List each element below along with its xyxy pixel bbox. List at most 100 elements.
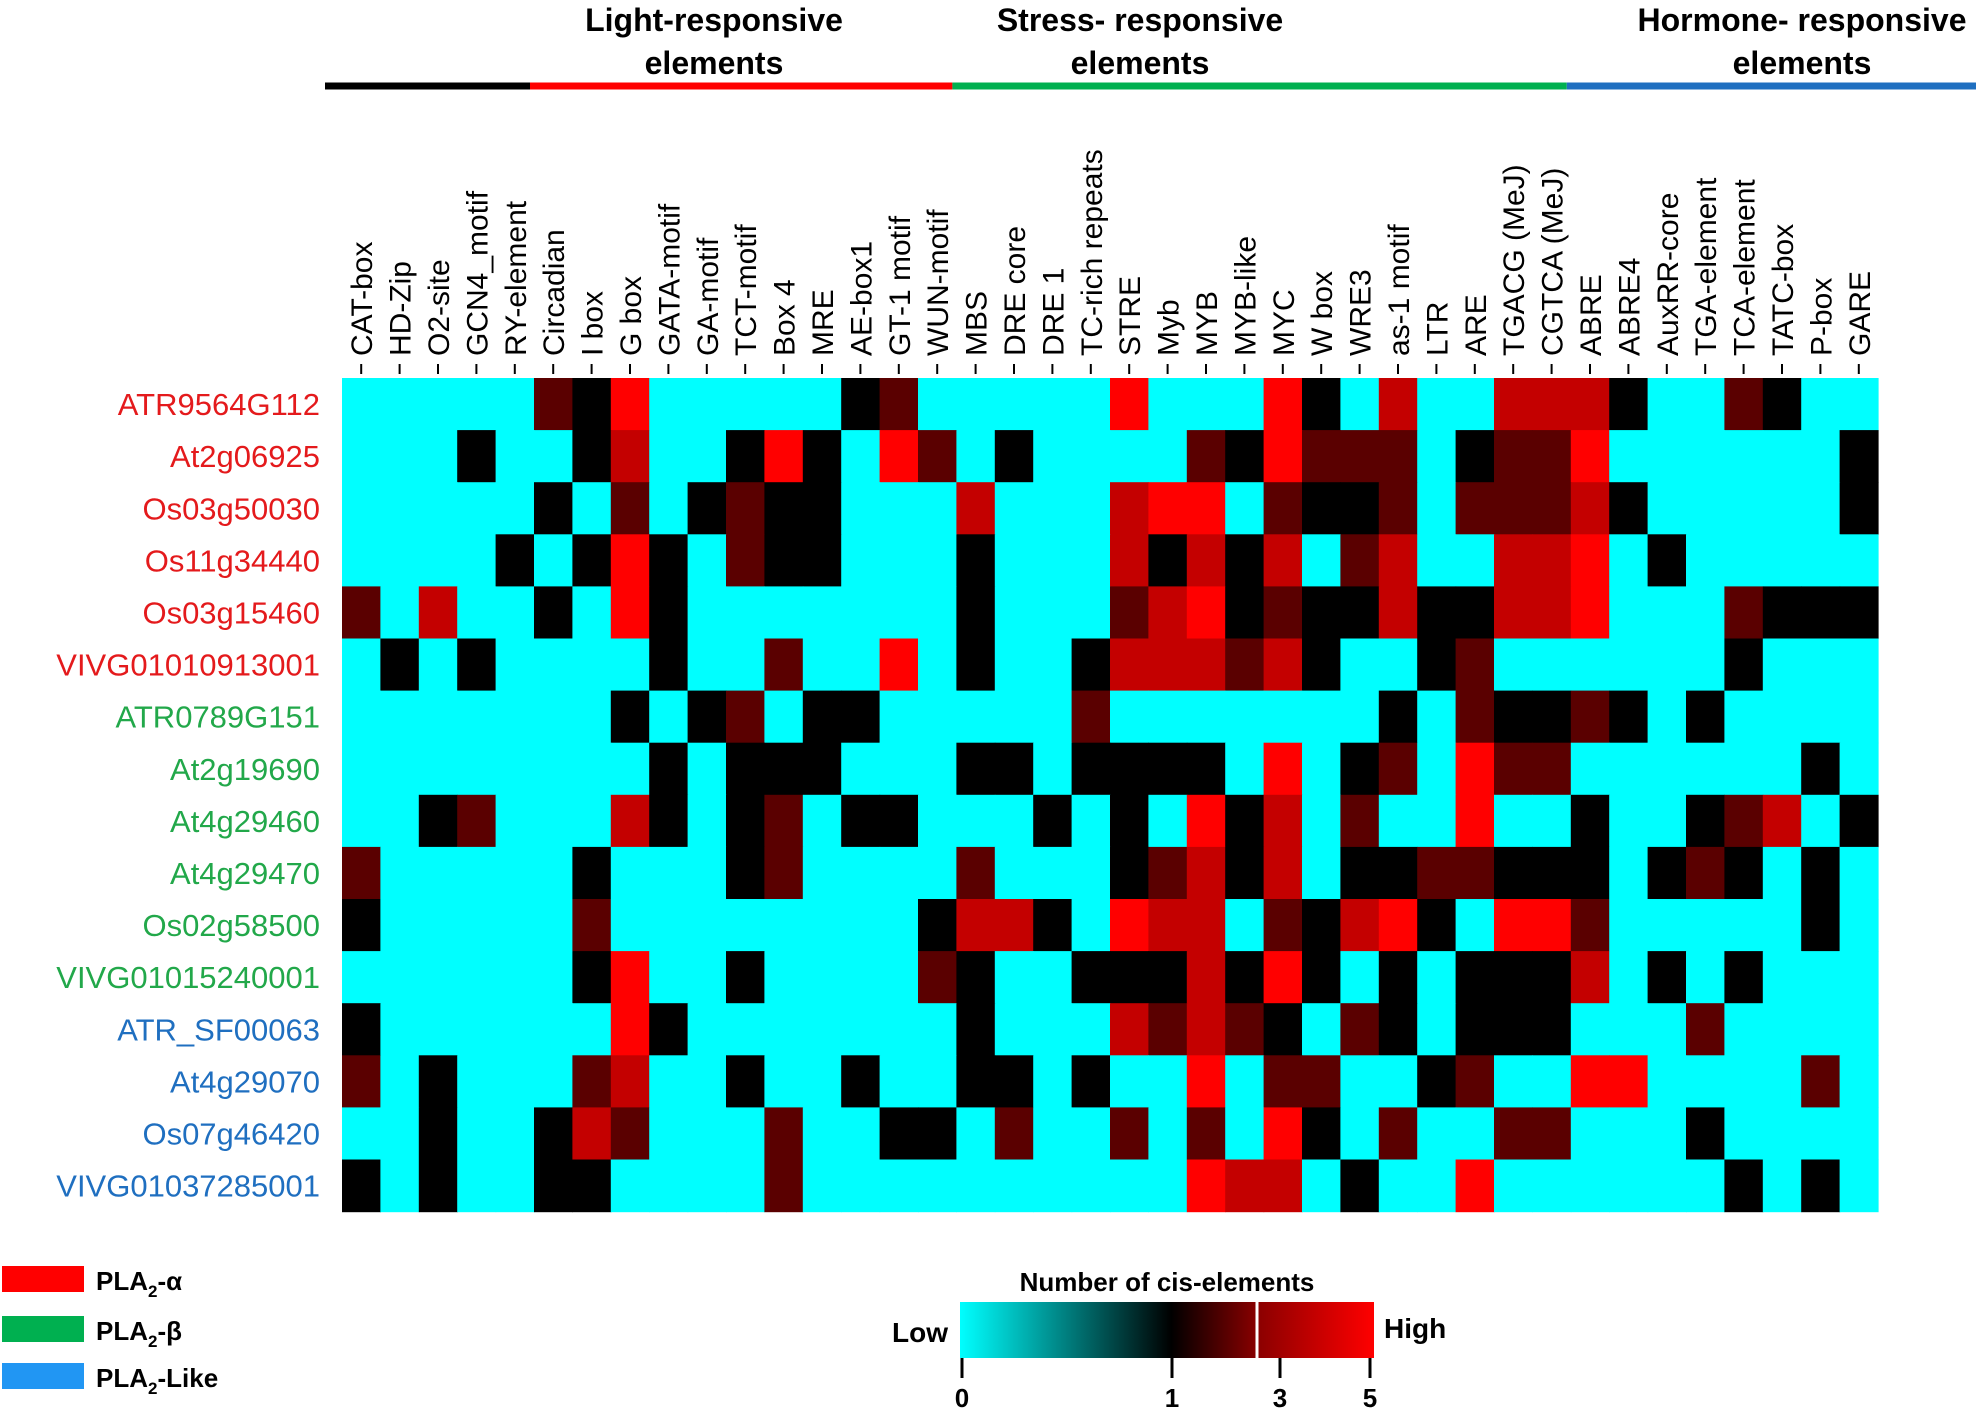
group-label-3-line-1: Stress- responsive — [997, 2, 1283, 38]
cell-os11g34440-wre3 — [1340, 534, 1380, 587]
cell-vivg01010913001-myb — [1186, 638, 1226, 692]
cell-at2g06925-myb-like — [1225, 430, 1265, 483]
cell-vivg01015240001-ae-box1 — [841, 951, 881, 1004]
cell-vivg01010913001-cat-box — [342, 638, 381, 692]
cell-at4g29470-auxrr-core — [1647, 846, 1687, 900]
cell-vivg01037285001-gata-motif — [649, 1159, 689, 1213]
cell-os03g50030-myc — [1263, 482, 1303, 535]
cell-os07g46420-wre3 — [1340, 1107, 1380, 1161]
colorbar-gradient-bar — [960, 1302, 1374, 1358]
cell-os11g34440-hd-zip — [380, 534, 420, 587]
group-label-3-line-2: elements — [1071, 45, 1210, 81]
cell-os02g58500-p-box — [1801, 899, 1841, 952]
cell-at2g06925-i-box — [572, 430, 612, 483]
cell-vivg01015240001-o2-site — [418, 951, 458, 1004]
cell-at2g19690-myc — [1263, 742, 1303, 796]
column-label-tc-rich-repeats: TC-rich repeats — [1076, 149, 1109, 356]
cell-os07g46420-hd-zip — [380, 1107, 420, 1161]
cell-at4g29470-tga-element — [1686, 846, 1725, 900]
cell-vivg01010913001-gt-1-motif — [879, 638, 919, 692]
cell-vivg01037285001-ga-motif — [687, 1159, 727, 1213]
cell-vivg01010913001-tc-rich-repeats — [1071, 638, 1111, 692]
cell-atr-sf00063-o2-site — [418, 1003, 458, 1056]
cell-at2g19690-tc-rich-repeats — [1071, 742, 1111, 796]
cell-os07g46420-tga-element — [1686, 1107, 1725, 1161]
cell-atr-sf00063-myb — [1186, 1003, 1226, 1056]
cell-vivg01010913001-ltr — [1417, 638, 1457, 692]
cell-os07g46420-i-box — [572, 1107, 612, 1161]
cell-vivg01037285001-tgacg-mej — [1494, 1159, 1533, 1213]
cell-at2g06925-mre — [802, 430, 842, 483]
cell-os07g46420-dre-1 — [1033, 1107, 1073, 1161]
cell-os07g46420-box-4 — [764, 1107, 804, 1161]
cell-os03g50030-o2-site — [418, 482, 458, 535]
cell-os07g46420-ry-element — [495, 1107, 535, 1161]
row-label-os02g58500: Os02g58500 — [142, 908, 320, 943]
cell-at4g29460-tatc-box — [1762, 794, 1802, 848]
cell-os03g50030-are — [1455, 482, 1495, 535]
cell-os02g58500-abre4 — [1609, 899, 1649, 952]
cell-atr0789g151-dre-core — [994, 690, 1034, 744]
cell-atr9564g112-cgtca-mej — [1532, 378, 1572, 431]
column-label-tct-motif: TCT-motif — [730, 224, 763, 356]
cell-os02g58500-w-box — [1302, 899, 1341, 952]
cell-atr-sf00063-tct-motif — [726, 1003, 765, 1056]
cell-atr0789g151-i-box — [572, 690, 612, 744]
cell-at4g29070-stre — [1110, 1055, 1149, 1108]
cell-os03g15460-myb — [1186, 586, 1226, 640]
cell-os07g46420-tc-rich-repeats — [1071, 1107, 1111, 1161]
cell-os07g46420-gare — [1839, 1107, 1879, 1161]
cell-os07g46420-dre-core — [994, 1107, 1034, 1161]
cell-at4g29070-mbs — [956, 1055, 996, 1108]
cell-at2g19690-abre — [1570, 742, 1610, 796]
cell-vivg01037285001-as-1-motif — [1378, 1159, 1418, 1213]
cell-os07g46420-tca-element — [1724, 1107, 1764, 1161]
cell-at4g29460-box-4 — [764, 794, 804, 848]
cell-os11g34440-stre — [1110, 534, 1149, 587]
cell-atr9564g112-abre — [1570, 378, 1610, 431]
cell-vivg01015240001-ltr — [1417, 951, 1457, 1004]
cell-os07g46420-gcn4-motif — [457, 1107, 497, 1161]
cell-atr-sf00063-p-box — [1801, 1003, 1841, 1056]
cell-atr9564g112-mre — [802, 378, 842, 431]
cell-os03g15460-ga-motif — [687, 586, 727, 640]
cell-atr0789g151-gt-1-motif — [879, 690, 919, 744]
cell-at4g29460-circadian — [534, 794, 573, 848]
cell-os11g34440-cat-box — [342, 534, 381, 587]
cell-at2g19690-hd-zip — [380, 742, 420, 796]
column-label-myb: MYB — [1191, 291, 1224, 356]
column-label-g-box: G box — [615, 276, 648, 356]
cell-vivg01010913001-dre-core — [994, 638, 1034, 692]
cell-os03g50030-tc-rich-repeats — [1071, 482, 1111, 535]
cell-os03g50030-mre — [802, 482, 842, 535]
cell-atr0789g151-myc — [1263, 690, 1303, 744]
cell-os11g34440-dre-core — [994, 534, 1034, 587]
cell-atr0789g151-wre3 — [1340, 690, 1380, 744]
row-label-vivg01010913001: VIVG01010913001 — [56, 648, 320, 683]
cell-at4g29470-mbs — [956, 846, 996, 900]
cell-vivg01037285001-mbs — [956, 1159, 996, 1213]
cell-at2g06925-ga-motif — [687, 430, 727, 483]
cell-atr9564g112-gt-1-motif — [879, 378, 919, 431]
column-label-myb-like: MYB-like — [1229, 236, 1262, 356]
cell-atr0789g151-as-1-motif — [1378, 690, 1418, 744]
cell-at2g06925-hd-zip — [380, 430, 420, 483]
cell-at4g29070-tct-motif — [726, 1055, 765, 1108]
cell-vivg01037285001-auxrr-core — [1647, 1159, 1687, 1213]
cell-os07g46420-stre — [1110, 1107, 1149, 1161]
cell-at2g19690-wun-motif — [918, 742, 957, 796]
cell-os03g50030-i-box — [572, 482, 612, 535]
cell-vivg01010913001-tca-element — [1724, 638, 1764, 692]
cell-atr-sf00063-myc — [1263, 1003, 1303, 1056]
cell-os03g50030-gata-motif — [649, 482, 689, 535]
colorbar-low-label: Low — [892, 1317, 948, 1348]
cell-os11g34440-gt-1-motif — [879, 534, 919, 587]
cell-os03g15460-tatc-box — [1762, 586, 1802, 640]
cell-at2g06925-tga-element — [1686, 430, 1725, 483]
cell-at4g29460-tc-rich-repeats — [1071, 794, 1111, 848]
cell-os11g34440-mre — [802, 534, 842, 587]
cell-os11g34440-myb-like — [1225, 534, 1265, 587]
cell-atr-sf00063-w-box — [1302, 1003, 1341, 1056]
cell-os07g46420-p-box — [1801, 1107, 1841, 1161]
